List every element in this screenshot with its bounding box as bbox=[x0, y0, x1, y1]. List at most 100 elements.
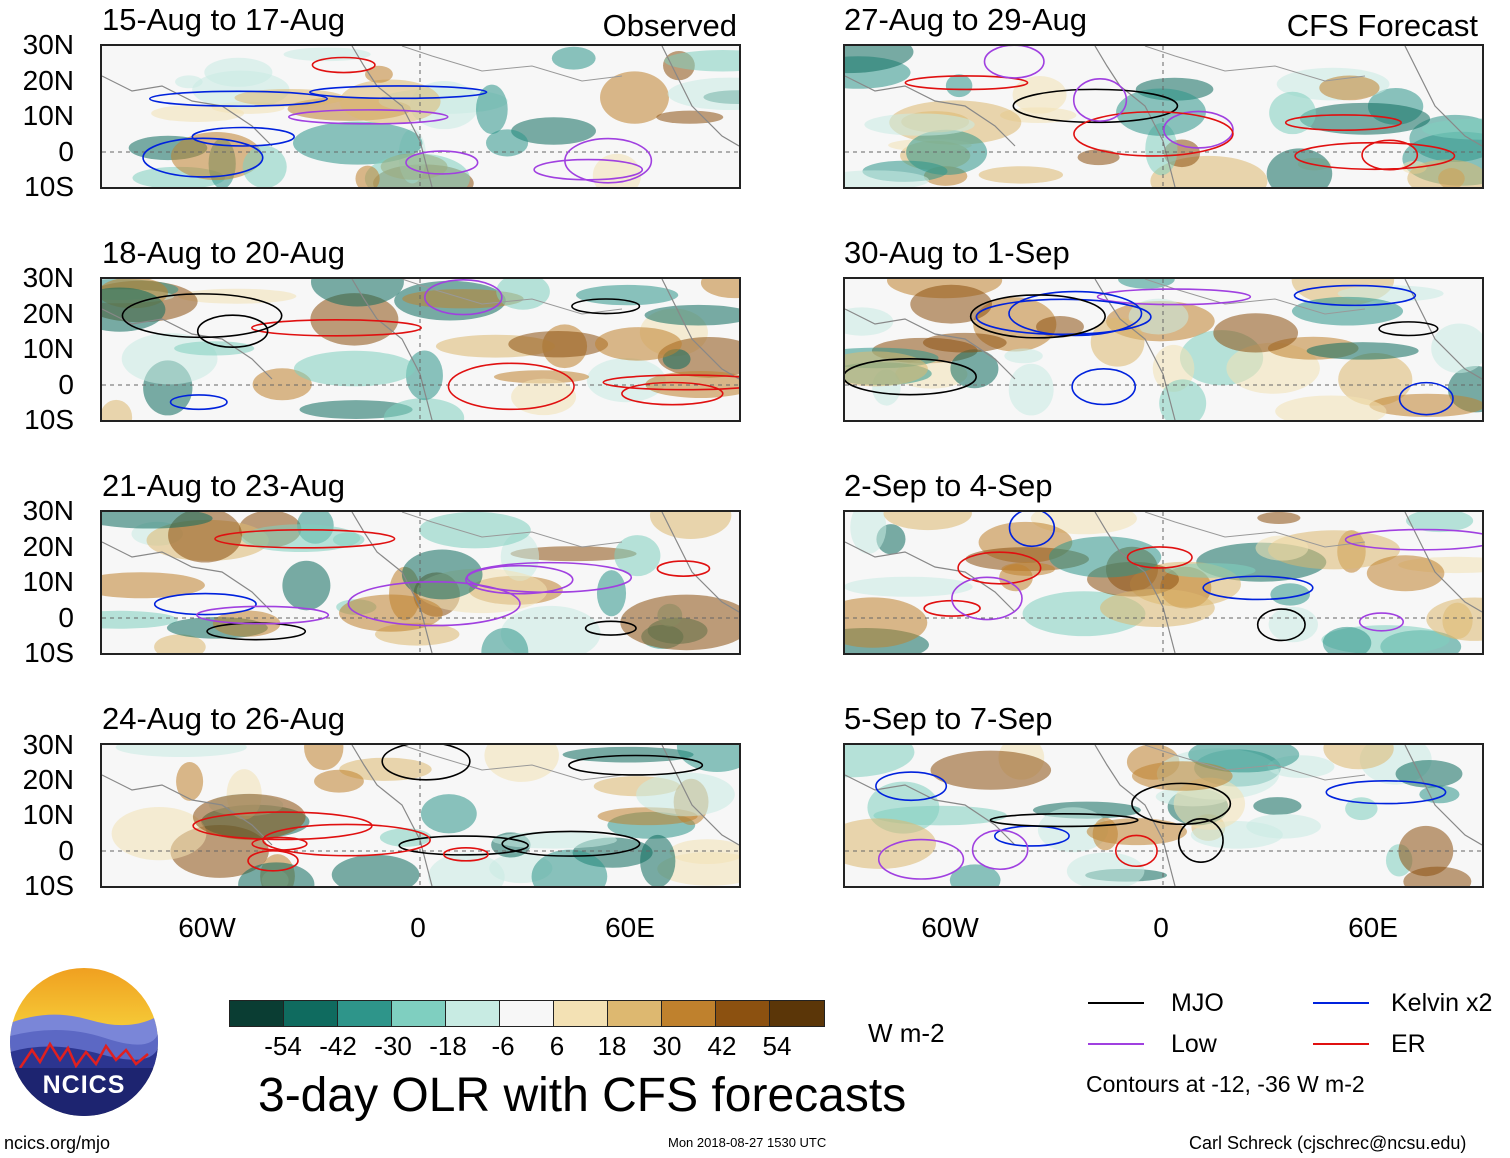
colorbar-swatch bbox=[770, 1001, 824, 1026]
olr-anomaly bbox=[1086, 818, 1188, 846]
kelvin-contour bbox=[1071, 367, 1137, 406]
low-contour bbox=[1358, 612, 1405, 632]
olr-anomaly bbox=[949, 864, 1001, 886]
y-label-30n: 30N bbox=[22, 29, 74, 60]
er-contour bbox=[247, 849, 299, 872]
olr-anomaly bbox=[428, 852, 505, 886]
er-contour bbox=[602, 374, 739, 391]
er-contour bbox=[957, 551, 1042, 585]
low-contour bbox=[287, 109, 449, 125]
low-contour bbox=[465, 564, 574, 595]
y-label-10n: 10N bbox=[22, 333, 74, 364]
olr-anomaly bbox=[1268, 606, 1318, 643]
x-label-60e-right: 60E bbox=[1348, 912, 1398, 943]
coastline bbox=[1404, 745, 1482, 846]
coastline bbox=[661, 745, 739, 846]
low-contour bbox=[983, 46, 1045, 79]
y-label-10s: 10S bbox=[24, 870, 74, 901]
olr-anomaly bbox=[405, 350, 443, 401]
olr-anomaly bbox=[1322, 626, 1372, 653]
olr-anomaly bbox=[1066, 852, 1145, 886]
kelvin-contour bbox=[308, 85, 488, 100]
y-label-20n: 20N bbox=[22, 65, 74, 96]
legend-swatch-kelvin bbox=[1313, 1002, 1369, 1004]
er-contour bbox=[192, 811, 373, 841]
colorbar-swatch bbox=[230, 1001, 284, 1026]
olr-anomaly bbox=[338, 594, 443, 632]
olr-anomaly bbox=[1269, 91, 1316, 135]
olr-anomaly bbox=[500, 532, 540, 581]
footer-url[interactable]: ncics.org/mjo bbox=[4, 1133, 111, 1153]
olr-anomaly bbox=[1253, 797, 1302, 815]
olr-anomaly bbox=[1131, 761, 1233, 791]
coastline bbox=[661, 279, 739, 380]
olr-anomaly bbox=[586, 358, 666, 403]
kelvin-contour bbox=[1008, 290, 1143, 337]
low-contour bbox=[564, 137, 653, 184]
mjo-contour bbox=[501, 830, 641, 857]
olr-anomaly bbox=[1421, 118, 1482, 140]
mjo-contour bbox=[969, 294, 1106, 339]
legend-swatch-low bbox=[1088, 1043, 1144, 1045]
olr-anomaly bbox=[845, 745, 915, 778]
legend-label-kelvin: Kelvin x2 bbox=[1391, 989, 1493, 1017]
olr-anomaly bbox=[1159, 379, 1207, 420]
low-contour bbox=[405, 150, 479, 175]
mjo-contour bbox=[571, 298, 641, 315]
y-label-10s: 10S bbox=[24, 171, 74, 202]
y-label-30n: 30N bbox=[22, 495, 74, 526]
er-contour bbox=[447, 362, 575, 411]
colorbar-swatch bbox=[554, 1001, 608, 1026]
er-contour bbox=[1284, 114, 1402, 131]
kelvin-contour bbox=[191, 126, 295, 147]
olr-anomaly bbox=[864, 113, 975, 136]
mjo-contour bbox=[584, 620, 637, 636]
olr-anomaly bbox=[1255, 535, 1309, 561]
map-panel-6 bbox=[843, 510, 1484, 655]
colorbar-swatch bbox=[446, 1001, 500, 1026]
figure-title: 3-day OLR with CFS forecasts bbox=[258, 1069, 907, 1122]
er-contour bbox=[214, 529, 396, 549]
x-label-60w-right: 60W bbox=[921, 912, 979, 943]
olr-anomaly bbox=[401, 549, 483, 600]
olr-anomaly bbox=[314, 769, 364, 793]
olr-anomaly bbox=[115, 745, 247, 758]
olr-anomaly bbox=[845, 597, 928, 648]
coastline bbox=[661, 46, 739, 147]
olr-anomaly bbox=[1001, 562, 1055, 576]
coastline bbox=[351, 46, 433, 187]
olr-anomaly bbox=[1419, 785, 1460, 804]
legend-label-mjo: MJO bbox=[1171, 989, 1224, 1017]
olr-anomaly bbox=[102, 610, 178, 629]
panel-5-title: 21-Aug to 23-Aug bbox=[102, 468, 346, 503]
olr-anomaly bbox=[420, 794, 477, 834]
kelvin-contour bbox=[1325, 780, 1447, 805]
colorbar-tick: -54 bbox=[264, 1031, 302, 1061]
olr-anomaly bbox=[1366, 555, 1445, 592]
er-contour bbox=[621, 381, 724, 406]
olr-anomaly bbox=[1099, 588, 1215, 627]
er-contour bbox=[1073, 111, 1234, 157]
coastline bbox=[102, 774, 273, 846]
olr-anomaly bbox=[1164, 563, 1256, 578]
olr-anomaly bbox=[640, 834, 676, 886]
olr-anomaly bbox=[170, 132, 263, 181]
mjo-contour bbox=[568, 754, 704, 776]
map-panel-5 bbox=[100, 510, 741, 655]
olr-anomaly bbox=[1118, 279, 1175, 289]
low-contour bbox=[1163, 110, 1234, 149]
panel-7-title: 24-Aug to 26-Aug bbox=[102, 701, 346, 736]
olr-anomaly bbox=[845, 351, 928, 387]
olr-anomaly bbox=[930, 750, 1052, 790]
x-label-60e-left: 60E bbox=[605, 912, 655, 943]
coastline bbox=[102, 308, 273, 380]
olr-anomaly bbox=[496, 279, 550, 310]
legend-label-low: Low bbox=[1171, 1030, 1217, 1058]
mjo-contour bbox=[1131, 782, 1232, 826]
olr-anomaly bbox=[1395, 760, 1463, 788]
panel-2-label: CFS Forecast bbox=[1286, 8, 1478, 43]
coastline bbox=[845, 774, 1016, 846]
legend-swatch-mjo bbox=[1088, 1002, 1144, 1004]
olr-anomaly bbox=[667, 77, 739, 111]
map-panel-1 bbox=[100, 44, 741, 189]
